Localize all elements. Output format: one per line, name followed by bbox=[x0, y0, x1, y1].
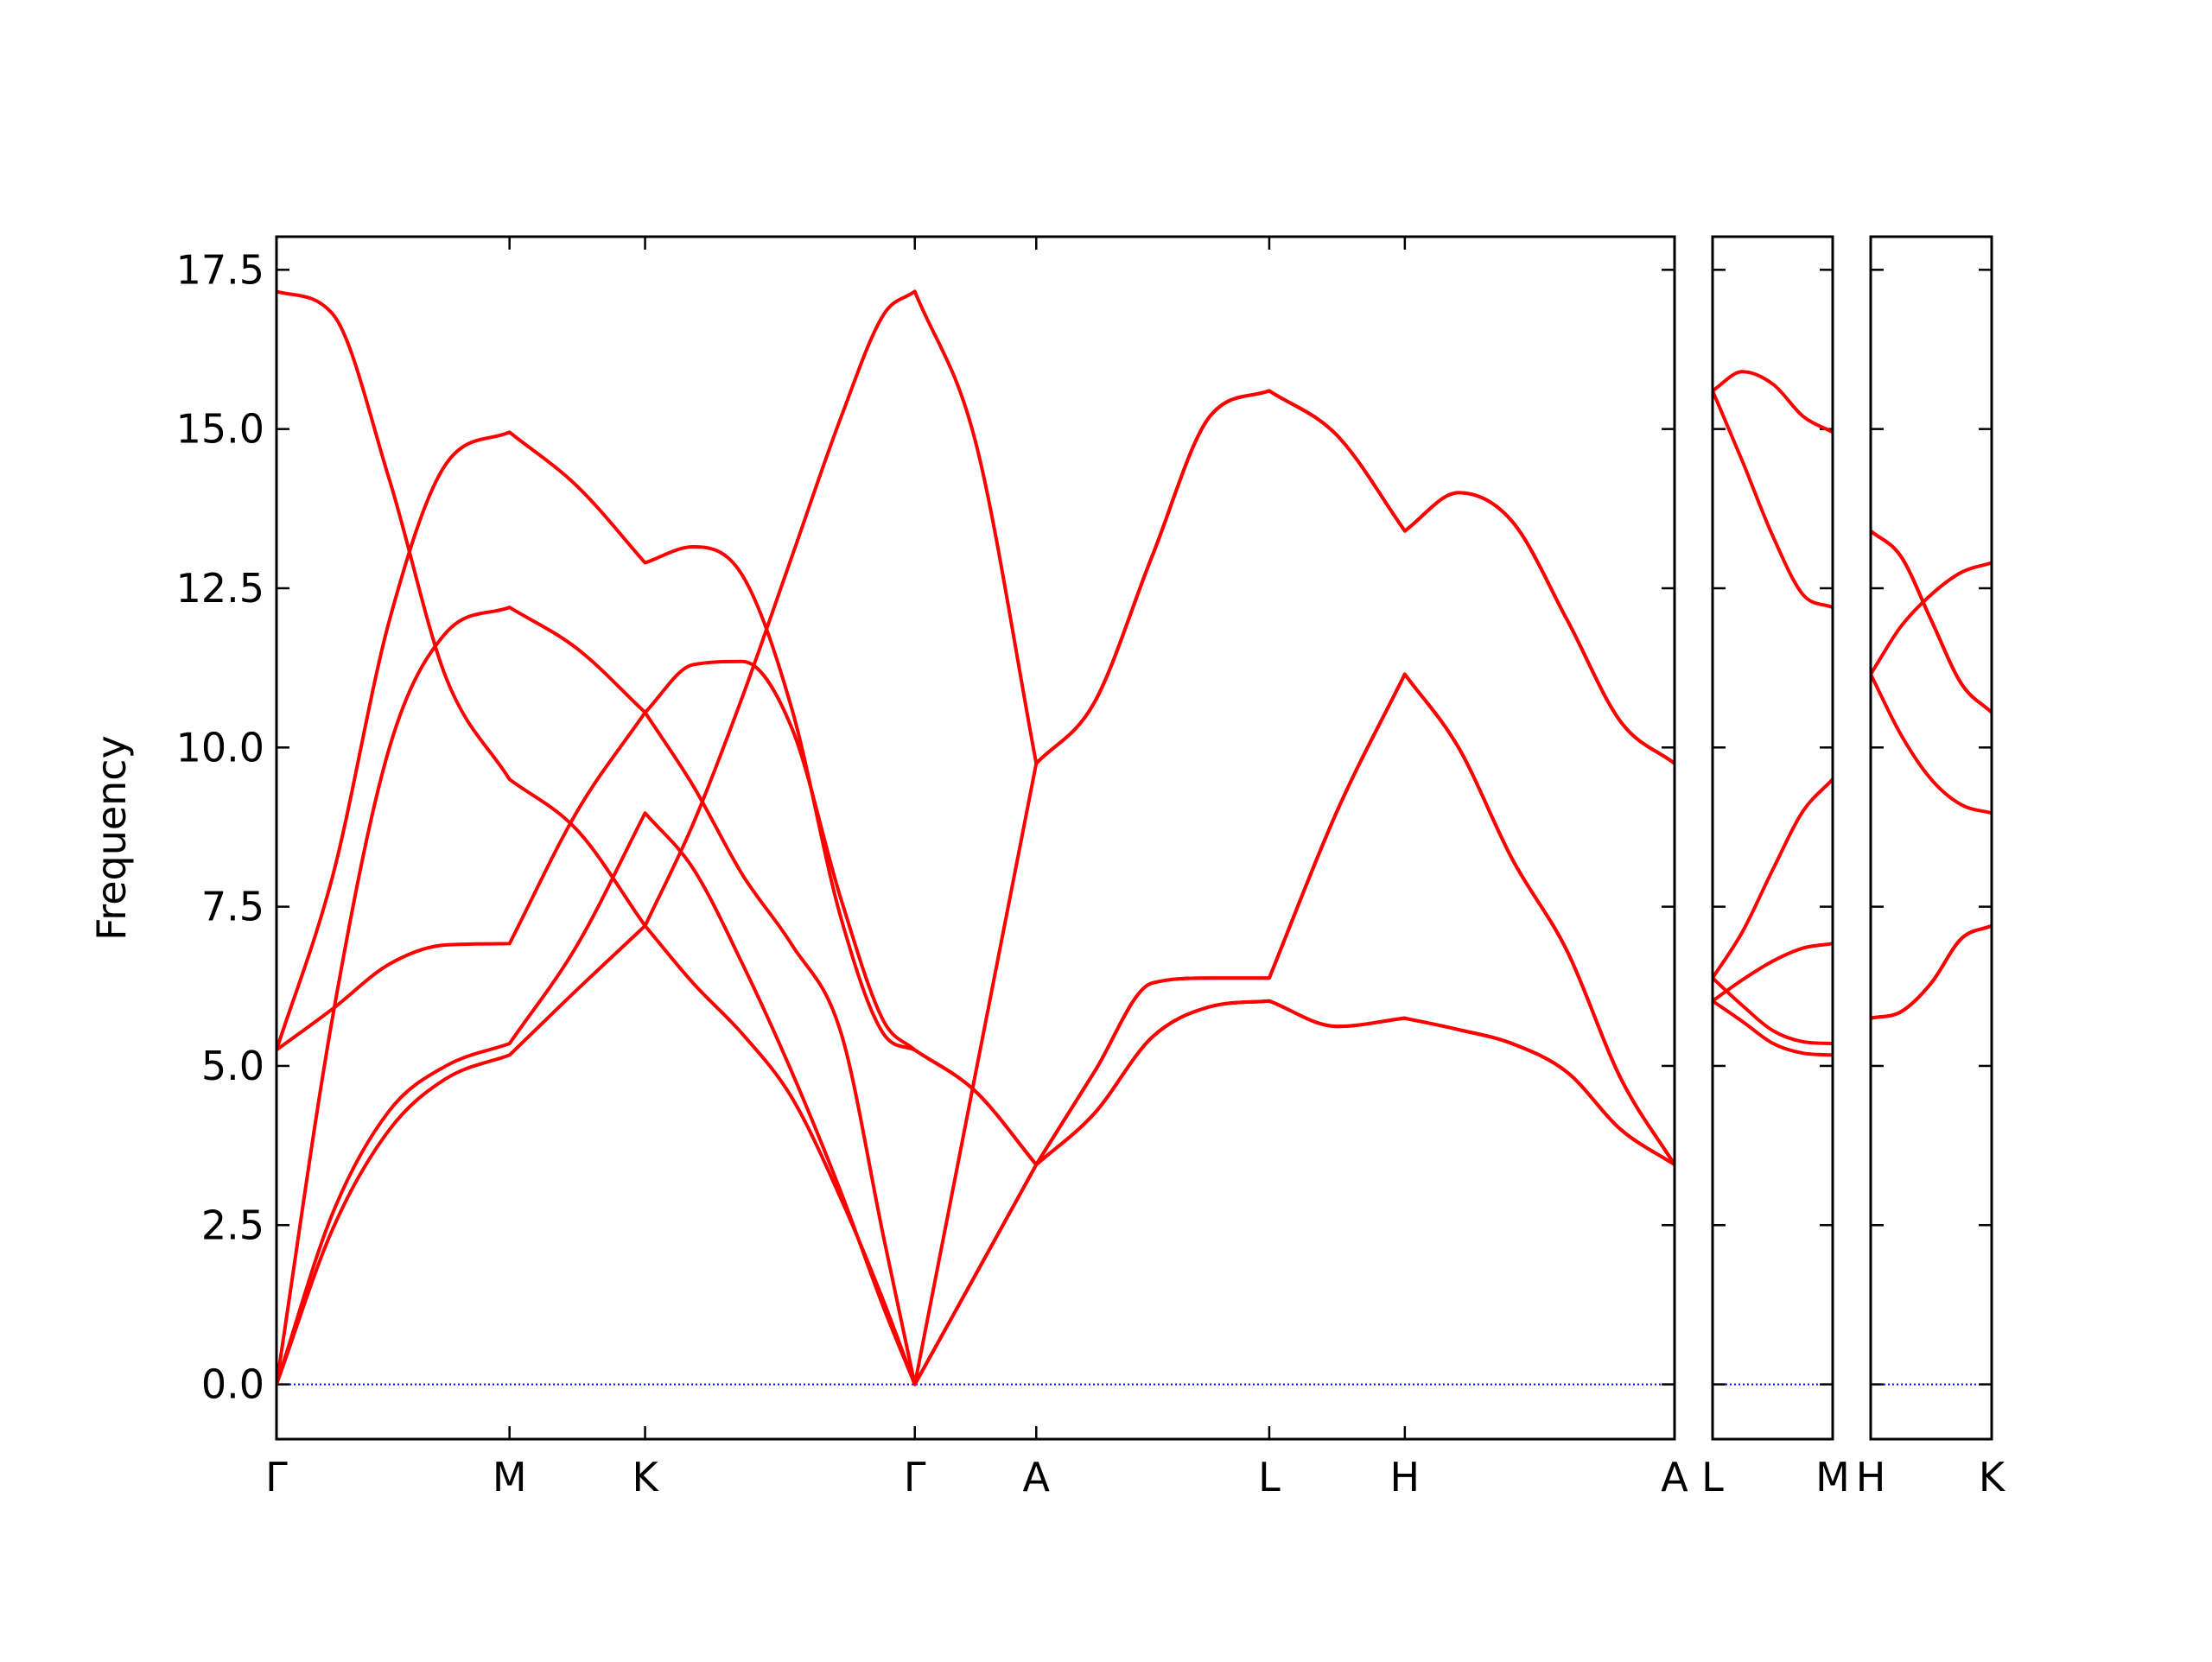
axes-frame bbox=[275, 235, 1676, 1441]
band-line bbox=[1713, 370, 1833, 435]
band-line bbox=[276, 289, 1675, 1386]
x-tick-label: K bbox=[632, 1454, 659, 1500]
y-tick-label: 12.5 bbox=[176, 565, 264, 612]
y-tick-label: 2.5 bbox=[201, 1202, 264, 1248]
panel: 0.0 2.5 5.0 7.5 10.0 12.5 15.0 17.5 Γ M K Γ A L H A Freq… bbox=[88, 235, 1688, 1500]
y-tick-label: 17.5 bbox=[176, 246, 264, 293]
axes-frame bbox=[1869, 235, 1993, 1441]
y-tick-label: 10.0 bbox=[176, 724, 264, 771]
axes-frame bbox=[1711, 235, 1834, 1441]
x-tick-label: K bbox=[1979, 1454, 2006, 1500]
y-tick-label: 5.0 bbox=[201, 1043, 264, 1089]
band-line bbox=[1713, 976, 1833, 1046]
x-tick-label: H bbox=[1390, 1454, 1421, 1500]
x-tick-label: A bbox=[1661, 1454, 1688, 1500]
y-axis-label: Frequency bbox=[88, 735, 135, 941]
band-line bbox=[1871, 561, 1992, 676]
y-tick-label: 0.0 bbox=[201, 1361, 264, 1408]
x-tick-label: L bbox=[1701, 1454, 1724, 1500]
band-line bbox=[1871, 530, 1992, 714]
band-line bbox=[276, 389, 1675, 1386]
x-tick-label: A bbox=[1023, 1454, 1051, 1500]
x-tick-label: Γ bbox=[904, 1454, 926, 1500]
y-tick-label: 15.0 bbox=[176, 406, 264, 453]
band-line bbox=[1713, 777, 1833, 980]
x-tick-label: M bbox=[1815, 1454, 1850, 1500]
x-tick-label: M bbox=[493, 1454, 527, 1500]
x-tick-label: Γ bbox=[265, 1454, 288, 1500]
y-tick-label: 7.5 bbox=[201, 884, 264, 930]
band-line bbox=[1871, 923, 1992, 1020]
band-line bbox=[1713, 942, 1833, 1003]
band-line bbox=[276, 430, 1675, 1167]
band-line bbox=[1871, 673, 1992, 815]
band-line bbox=[1713, 390, 1833, 609]
x-tick-label: L bbox=[1258, 1454, 1281, 1500]
x-tick-label: H bbox=[1856, 1454, 1886, 1500]
band-line bbox=[1713, 999, 1833, 1057]
